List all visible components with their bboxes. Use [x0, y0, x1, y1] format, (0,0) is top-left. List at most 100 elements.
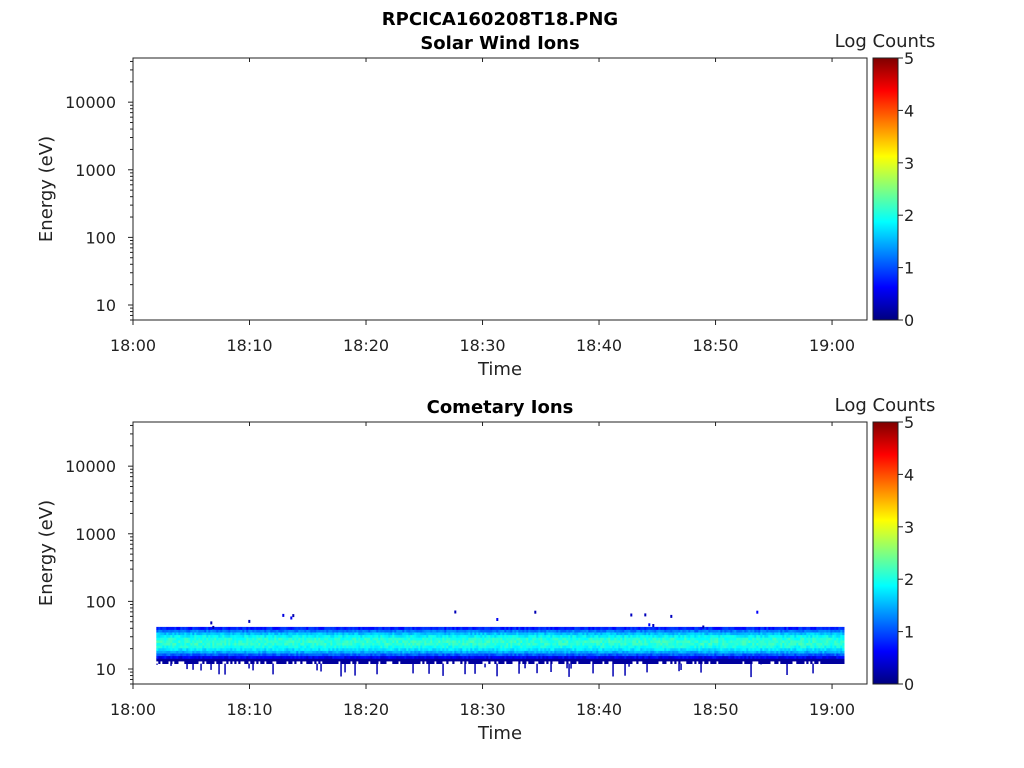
heatmap-cell	[418, 640, 421, 643]
heatmap-cell	[212, 629, 215, 633]
heatmap-cell	[598, 634, 601, 638]
heatmap-cell	[636, 626, 639, 630]
heatmap-cell	[204, 653, 207, 657]
heatmap-cell	[212, 645, 215, 649]
heatmap-cell	[322, 637, 325, 641]
heatmap-cell	[176, 626, 179, 630]
heatmap-cell	[442, 632, 445, 636]
heatmap-cell	[228, 645, 231, 649]
heatmap-cell	[768, 653, 771, 657]
heatmap-cell	[426, 626, 429, 630]
heatmap-cell	[252, 650, 255, 654]
heatmap-cell	[524, 642, 527, 646]
heatmap-cell	[586, 640, 589, 643]
heatmap-cell	[364, 629, 367, 633]
heatmap-cell	[738, 653, 741, 657]
heatmap-cell	[254, 658, 257, 662]
heatmap-cell	[306, 629, 309, 633]
heatmap-cell	[508, 637, 511, 641]
heatmap-cell	[548, 634, 551, 638]
colorbar-tick-label: 5	[904, 413, 914, 432]
heatmap-cell	[538, 653, 541, 657]
heatmap-cell	[218, 647, 221, 651]
heatmap-cell	[796, 650, 799, 654]
heatmap-cell	[488, 658, 491, 662]
heatmap-cell	[240, 632, 243, 636]
heatmap-cell	[792, 634, 795, 638]
heatmap-cell	[304, 647, 307, 651]
heatmap-cell	[494, 637, 497, 641]
heatmap-cell	[502, 642, 505, 646]
heatmap-cell	[444, 658, 447, 662]
heatmap-cell	[724, 647, 727, 651]
x-tick-label: 18:20	[343, 336, 389, 355]
heatmap-cell	[198, 655, 201, 659]
heatmap-cell	[188, 637, 191, 641]
heatmap-cell	[286, 634, 289, 638]
heatmap-cell	[710, 642, 713, 646]
heatmap-cell	[252, 653, 255, 657]
heatmap-cell	[174, 655, 177, 659]
heatmap-cell	[822, 650, 825, 654]
heatmap-cell	[268, 650, 271, 654]
heatmap-cell	[790, 634, 793, 638]
heatmap-cell	[260, 647, 263, 651]
heatmap-cell	[754, 655, 757, 659]
heatmap-cell	[482, 650, 485, 654]
heatmap-cell	[440, 632, 443, 636]
heatmap-cell	[834, 626, 837, 630]
heatmap-cell	[392, 637, 395, 641]
heatmap-cell	[384, 647, 387, 651]
heatmap-cell	[526, 634, 529, 638]
heatmap-cell	[546, 650, 549, 654]
heatmap-cell	[624, 637, 627, 641]
heatmap-cell	[162, 642, 165, 646]
heatmap-cell	[242, 642, 245, 646]
heatmap-cell	[824, 650, 827, 654]
heatmap-cell	[646, 637, 649, 641]
heatmap-cell	[460, 645, 463, 649]
heatmap-cell	[178, 634, 181, 638]
heatmap-cell	[324, 655, 327, 659]
heatmap-cell	[172, 637, 175, 641]
heatmap-cell	[694, 655, 697, 659]
heatmap-cell	[402, 642, 405, 646]
heatmap-cell	[430, 658, 433, 662]
heatmap-cell	[656, 658, 659, 662]
heatmap-cell	[310, 637, 313, 641]
heatmap-cell	[388, 626, 391, 630]
heatmap-cell	[172, 634, 175, 638]
heatmap-cell	[476, 632, 479, 636]
heatmap-cell	[494, 642, 497, 646]
heatmap-cell	[554, 632, 557, 636]
heatmap-cell	[362, 653, 365, 657]
heatmap-cell	[624, 661, 627, 664]
heatmap-cell	[590, 634, 593, 638]
heatmap-cell	[614, 642, 617, 646]
heatmap-cell	[588, 661, 591, 664]
heatmap-cell	[412, 640, 415, 643]
heatmap-cell	[696, 655, 699, 659]
heatmap-cell	[358, 658, 361, 662]
heatmap-cell	[748, 634, 751, 638]
heatmap-cell	[822, 658, 825, 662]
heatmap-cell	[430, 640, 433, 643]
heatmap-cell	[760, 658, 763, 662]
heatmap-cell	[552, 647, 555, 651]
heatmap-cell	[746, 650, 749, 654]
heatmap-cell	[832, 655, 835, 659]
heatmap-cell	[302, 632, 305, 636]
heatmap-cell	[756, 655, 759, 659]
heatmap-cell	[582, 629, 585, 633]
x-tick-label: 18:50	[692, 336, 738, 355]
heatmap-cell	[178, 632, 181, 636]
heatmap-cell	[158, 658, 161, 662]
heatmap-cell	[444, 645, 447, 649]
heatmap-cell	[702, 650, 705, 654]
heatmap-cell	[676, 637, 679, 641]
heatmap-cell	[370, 650, 373, 654]
heatmap-cell	[292, 614, 295, 618]
heatmap-cell	[702, 655, 705, 659]
heatmap-cell	[640, 640, 643, 643]
heatmap-cell	[692, 655, 695, 659]
